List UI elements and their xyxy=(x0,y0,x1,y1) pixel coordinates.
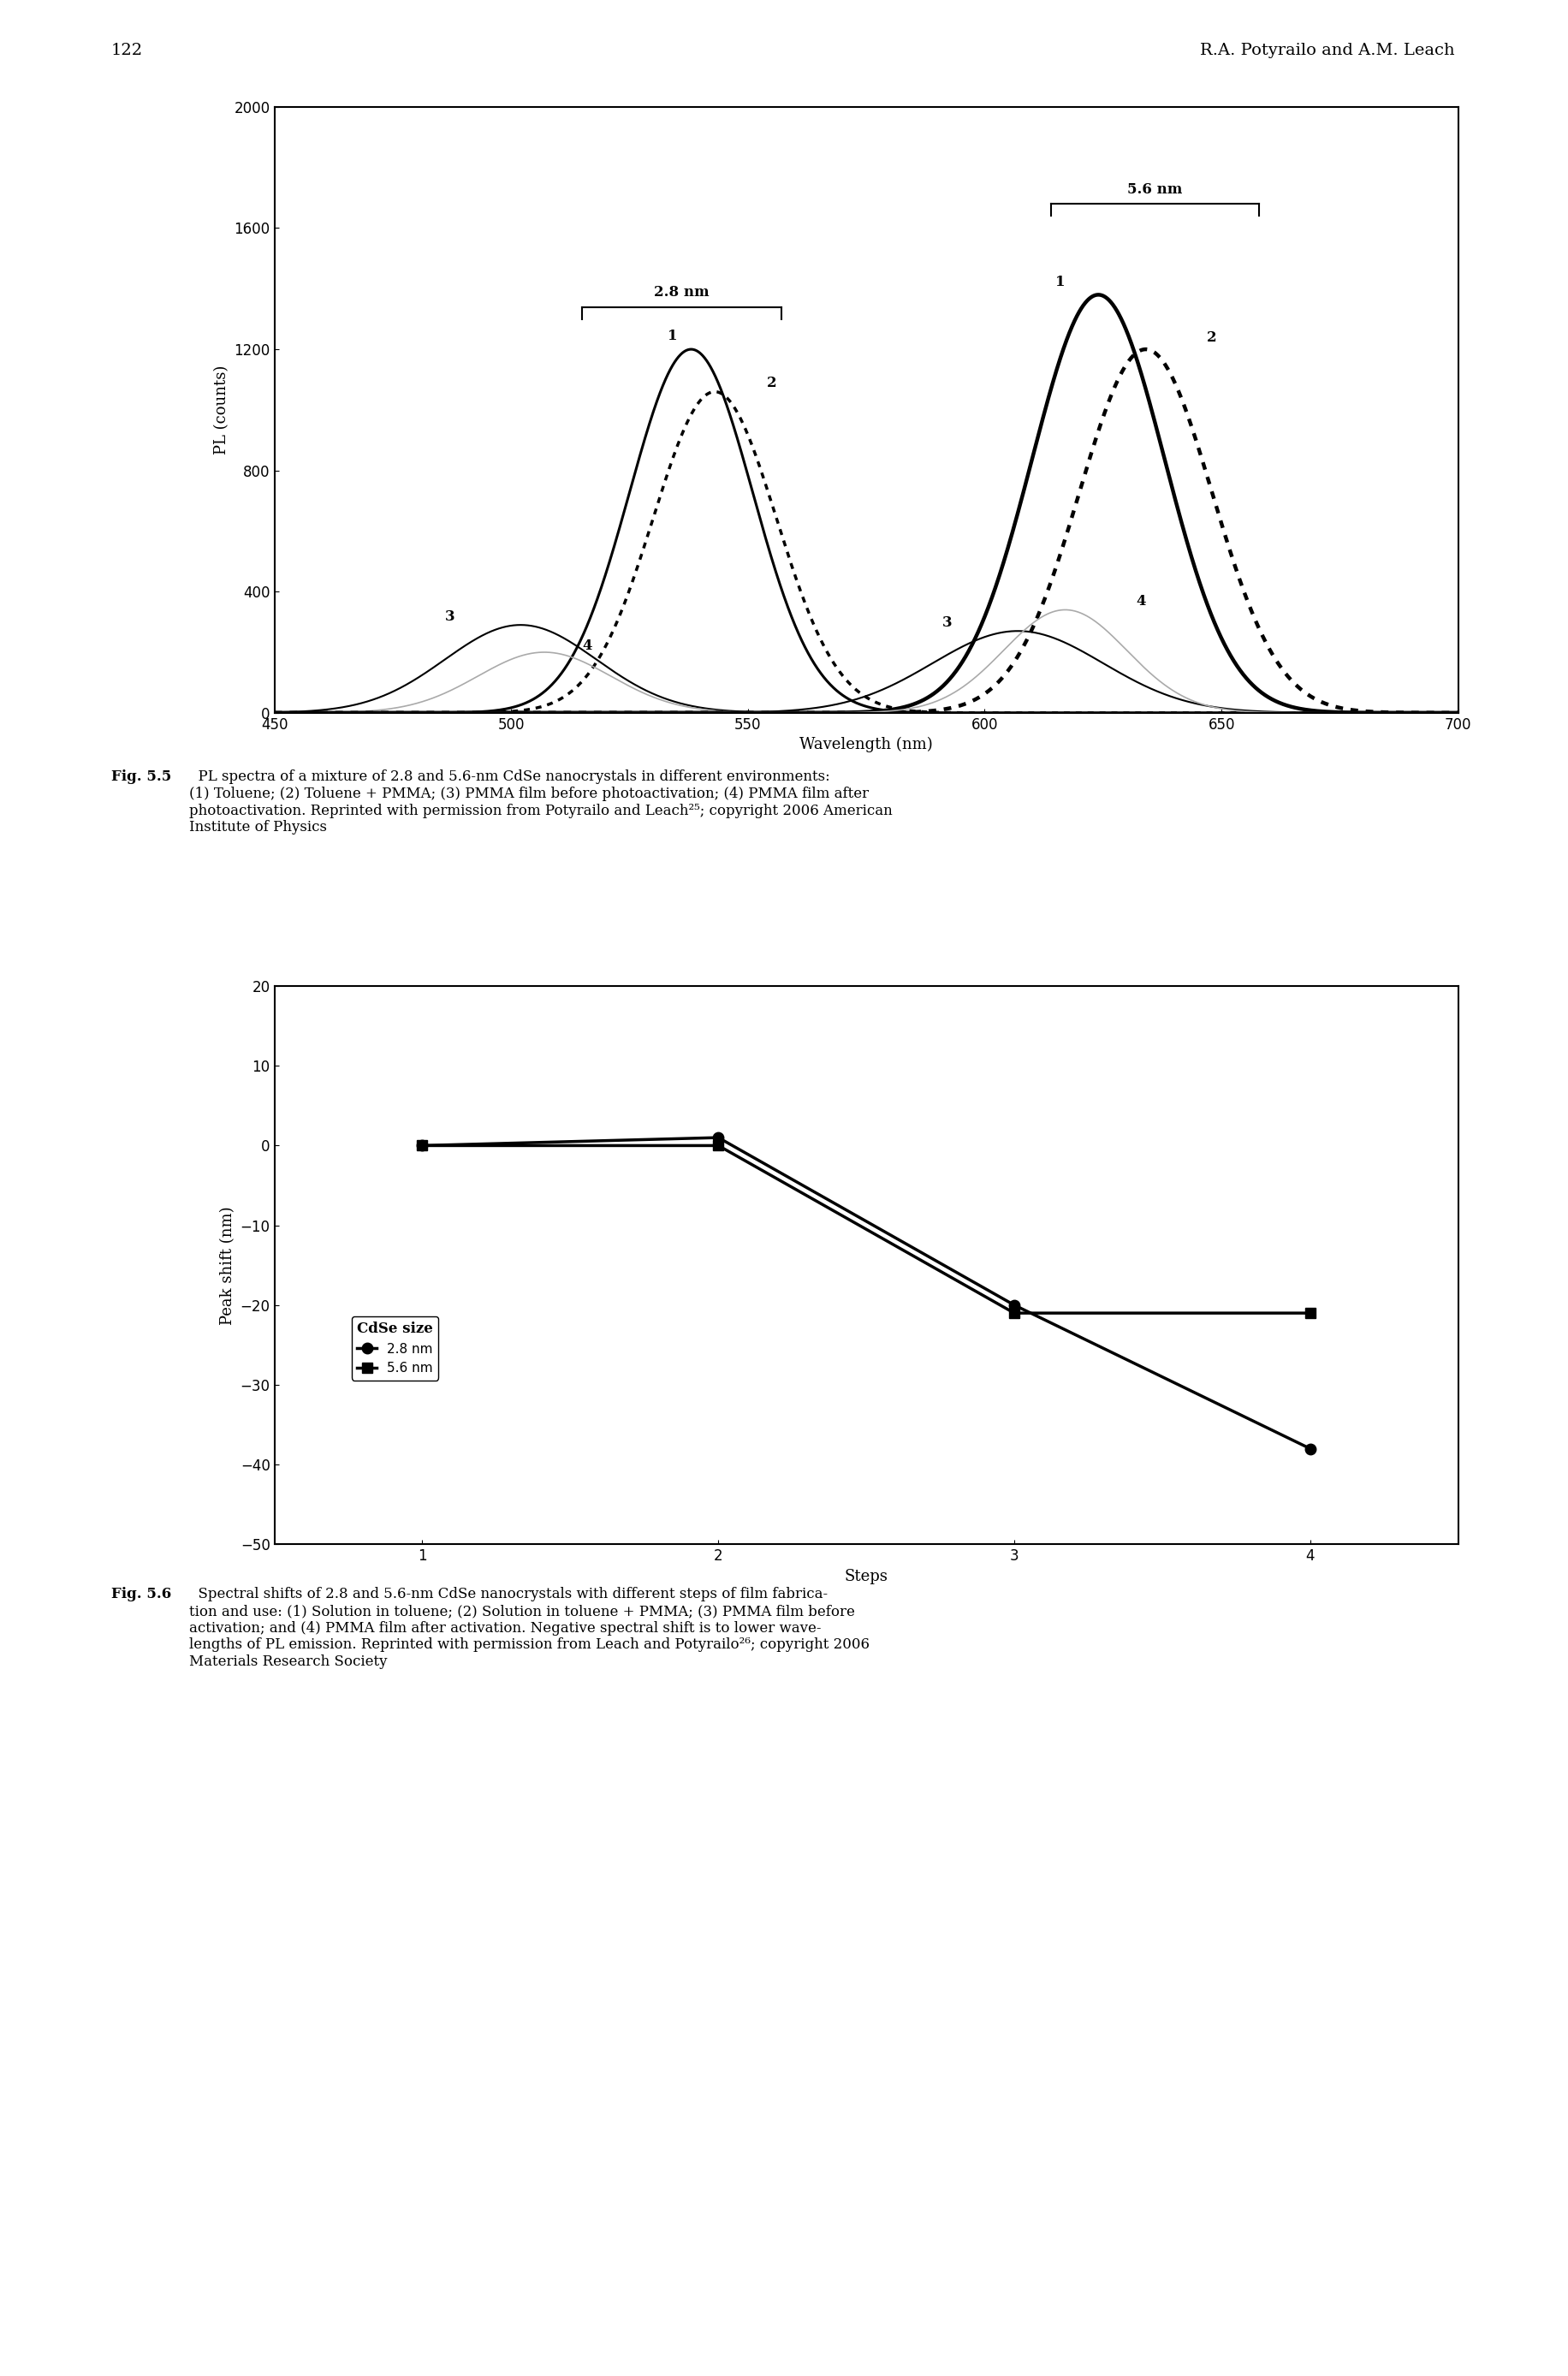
Text: Fig. 5.5: Fig. 5.5 xyxy=(111,770,171,784)
Text: 1: 1 xyxy=(668,328,677,345)
X-axis label: Wavelength (nm): Wavelength (nm) xyxy=(800,737,933,753)
Text: 4: 4 xyxy=(582,639,591,653)
Text: 1: 1 xyxy=(1055,276,1065,290)
Y-axis label: PL (counts): PL (counts) xyxy=(213,366,229,454)
Text: 3: 3 xyxy=(942,615,952,630)
Text: 4: 4 xyxy=(1137,594,1146,608)
Text: 3: 3 xyxy=(445,608,455,625)
Text: R.A. Potyrailo and A.M. Leach: R.A. Potyrailo and A.M. Leach xyxy=(1201,43,1455,57)
Text: Fig. 5.6: Fig. 5.6 xyxy=(111,1587,171,1601)
X-axis label: Steps: Steps xyxy=(845,1568,887,1585)
Text: 2.8 nm: 2.8 nm xyxy=(654,285,709,299)
Text: 5.6 nm: 5.6 nm xyxy=(1127,183,1182,197)
Text: 2: 2 xyxy=(767,375,776,390)
Text: PL spectra of a mixture of 2.8 and 5.6-nm CdSe nanocrystals in different environ: PL spectra of a mixture of 2.8 and 5.6-n… xyxy=(190,770,892,834)
Text: 122: 122 xyxy=(111,43,143,57)
Text: Spectral shifts of 2.8 and 5.6-nm CdSe nanocrystals with different steps of film: Spectral shifts of 2.8 and 5.6-nm CdSe n… xyxy=(190,1587,870,1668)
Legend: 2.8 nm, 5.6 nm: 2.8 nm, 5.6 nm xyxy=(351,1316,439,1380)
Text: 2: 2 xyxy=(1207,330,1217,345)
Y-axis label: Peak shift (nm): Peak shift (nm) xyxy=(220,1207,235,1323)
